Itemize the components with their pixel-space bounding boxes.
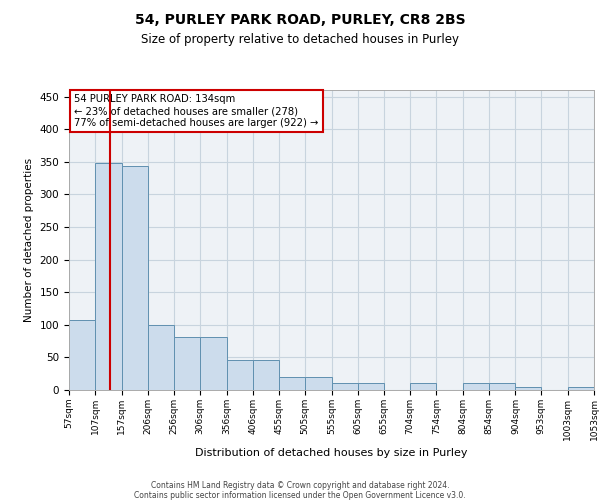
Bar: [69, 320, 95, 390]
Y-axis label: Number of detached properties: Number of detached properties: [24, 158, 34, 322]
Bar: [331, 384, 358, 390]
Bar: [358, 384, 384, 390]
Bar: [148, 325, 174, 390]
Bar: [227, 360, 253, 390]
Bar: [463, 384, 489, 390]
Bar: [515, 388, 541, 390]
X-axis label: Distribution of detached houses by size in Purley: Distribution of detached houses by size …: [195, 448, 468, 458]
Bar: [305, 377, 331, 390]
Bar: [122, 166, 148, 390]
Bar: [594, 388, 600, 390]
Text: 54, PURLEY PARK ROAD, PURLEY, CR8 2BS: 54, PURLEY PARK ROAD, PURLEY, CR8 2BS: [134, 12, 466, 26]
Bar: [253, 360, 279, 390]
Bar: [568, 388, 594, 390]
Bar: [489, 384, 515, 390]
Bar: [95, 163, 122, 390]
Text: Contains public sector information licensed under the Open Government Licence v3: Contains public sector information licen…: [134, 490, 466, 500]
Bar: [174, 336, 200, 390]
Text: Size of property relative to detached houses in Purley: Size of property relative to detached ho…: [141, 32, 459, 46]
Bar: [279, 377, 305, 390]
Text: Contains HM Land Registry data © Crown copyright and database right 2024.: Contains HM Land Registry data © Crown c…: [151, 480, 449, 490]
Text: 54 PURLEY PARK ROAD: 134sqm
← 23% of detached houses are smaller (278)
77% of se: 54 PURLEY PARK ROAD: 134sqm ← 23% of det…: [74, 94, 319, 128]
Bar: [410, 384, 436, 390]
Bar: [200, 336, 227, 390]
